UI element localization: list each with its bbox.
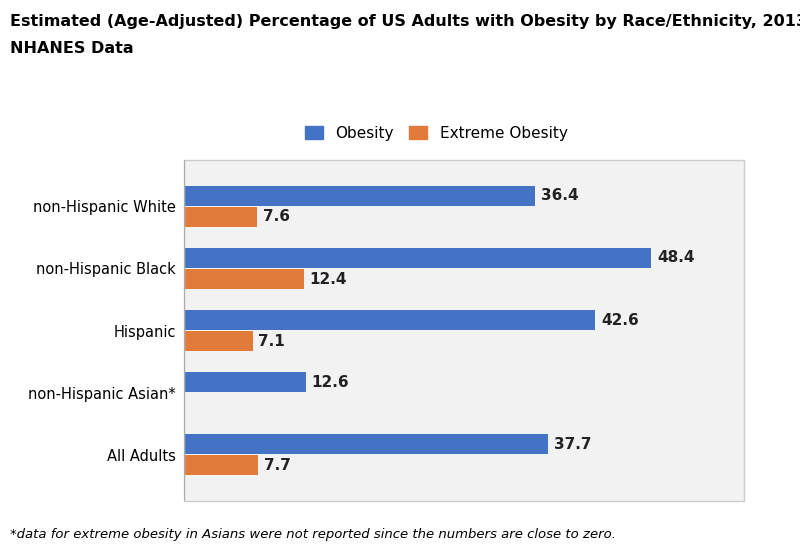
- Bar: [184, 207, 258, 227]
- Bar: [184, 331, 253, 351]
- Legend: Obesity, Extreme Obesity: Obesity, Extreme Obesity: [298, 120, 574, 147]
- Text: 48.4: 48.4: [657, 250, 694, 266]
- Text: 37.7: 37.7: [554, 437, 591, 452]
- Text: 42.6: 42.6: [601, 312, 639, 327]
- Bar: [184, 248, 651, 268]
- Text: 12.4: 12.4: [310, 272, 347, 287]
- Text: 36.4: 36.4: [542, 188, 579, 203]
- Text: NHANES Data: NHANES Data: [10, 41, 134, 56]
- Bar: [184, 186, 535, 206]
- Text: 7.7: 7.7: [264, 458, 291, 473]
- Text: 7.1: 7.1: [258, 334, 285, 349]
- Bar: [184, 372, 306, 392]
- Text: 12.6: 12.6: [311, 375, 349, 390]
- Text: 7.6: 7.6: [263, 209, 290, 224]
- Bar: [184, 160, 744, 501]
- Bar: [184, 310, 595, 330]
- Bar: [184, 434, 548, 454]
- Text: Estimated (Age-Adjusted) Percentage of US Adults with Obesity by Race/Ethnicity,: Estimated (Age-Adjusted) Percentage of U…: [10, 14, 800, 29]
- Bar: [184, 269, 304, 289]
- Bar: [184, 456, 258, 476]
- Text: *data for extreme obesity in Asians were not reported since the numbers are clos: *data for extreme obesity in Asians were…: [10, 528, 616, 541]
